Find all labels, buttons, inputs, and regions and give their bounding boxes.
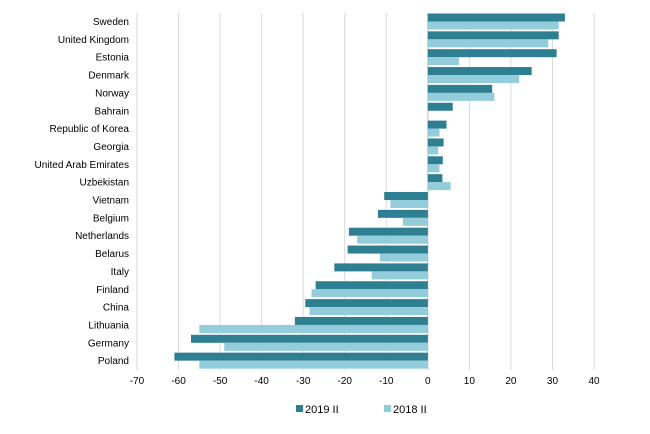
category-label: Bahrain xyxy=(95,106,129,117)
bar-series-2 xyxy=(427,128,440,137)
bar-series-1 xyxy=(427,102,453,111)
bar-series-2 xyxy=(199,360,428,369)
bar-series-1 xyxy=(191,334,428,343)
x-tick-label: 10 xyxy=(464,376,476,387)
x-tick-label: 40 xyxy=(588,376,600,387)
category-label: Norway xyxy=(95,88,129,99)
category-label: United Arab Emirates xyxy=(35,160,130,171)
bar-series-2 xyxy=(309,307,428,316)
bar-series-1 xyxy=(315,281,428,290)
category-label: Vietnam xyxy=(92,196,129,207)
bar-series-1 xyxy=(347,245,428,254)
x-tick-label: -60 xyxy=(171,376,186,387)
bar-series-2 xyxy=(427,92,495,101)
bar-series-2 xyxy=(427,75,520,84)
grid-lines xyxy=(136,13,595,370)
bar-series-1 xyxy=(427,120,447,129)
x-axis-tick-labels: -70 -60 -50 -40 -30 -20 -10 0 10 20 30 40 xyxy=(130,376,600,387)
bar-series-2 xyxy=(311,289,428,298)
legend-label: 2018 II xyxy=(393,404,427,416)
category-label: Denmark xyxy=(88,71,130,82)
bar-series-1 xyxy=(294,316,428,325)
category-label: Italy xyxy=(111,267,129,278)
bar-series-1 xyxy=(427,31,559,40)
bar-series-2 xyxy=(427,57,459,66)
bar-series-2 xyxy=(380,253,428,262)
legend-swatch xyxy=(296,405,303,412)
category-labels: Sweden United Kingdom Estonia Denmark Norway… xyxy=(35,17,130,367)
legend-swatch xyxy=(384,405,391,412)
category-label: Estonia xyxy=(96,53,130,64)
bar-series-2 xyxy=(224,342,428,351)
x-tick-label: 30 xyxy=(547,376,559,387)
category-label: Sweden xyxy=(93,17,129,28)
bar-series-1 xyxy=(348,227,428,236)
bar-series-2 xyxy=(427,164,440,173)
category-label: Finland xyxy=(96,285,129,296)
category-label: Belarus xyxy=(95,249,129,260)
category-label: Poland xyxy=(98,356,129,367)
bar-series-2 xyxy=(390,200,428,208)
bar-series-1 xyxy=(174,352,428,361)
bar-series-2 xyxy=(427,182,451,191)
bar-series-1 xyxy=(427,13,565,22)
bar-series-2 xyxy=(357,235,428,244)
category-label: Netherlands xyxy=(75,231,129,242)
bar-series-1 xyxy=(427,174,443,183)
bar-series-1 xyxy=(427,49,557,58)
legend: 2019 II 2018 II xyxy=(296,404,427,416)
bar-series-2 xyxy=(427,21,559,30)
category-label: Belgium xyxy=(93,213,129,224)
category-label: Georgia xyxy=(93,142,129,153)
bar-series-2 xyxy=(427,39,549,48)
x-tick-label: 20 xyxy=(505,376,517,387)
x-tick-label: -30 xyxy=(296,376,311,387)
bar-series-2 xyxy=(199,324,428,333)
category-label: Lithuania xyxy=(88,320,129,331)
x-tick-label: -50 xyxy=(213,376,228,387)
bar-series-2 xyxy=(371,271,428,280)
bar-series-1 xyxy=(384,192,428,200)
bar-series-2 xyxy=(427,146,439,155)
category-label: Uzbekistan xyxy=(80,178,129,189)
x-tick-label: -10 xyxy=(379,376,394,387)
x-tick-label: -70 xyxy=(130,376,145,387)
bar-series-1 xyxy=(305,299,428,308)
bar-series-1 xyxy=(427,67,532,76)
bar-series-1 xyxy=(427,84,493,93)
bar-series-1 xyxy=(427,138,444,147)
x-tick-label: 0 xyxy=(425,376,431,387)
category-label: United Kingdom xyxy=(58,35,129,46)
bar-series-2 xyxy=(402,217,428,226)
x-tick-label: -20 xyxy=(338,376,353,387)
bars xyxy=(174,13,565,369)
category-label: Republic of Korea xyxy=(50,124,130,135)
category-label: China xyxy=(103,303,130,314)
legend-label: 2019 II xyxy=(305,404,339,416)
bar-series-1 xyxy=(427,156,443,165)
x-tick-label: -40 xyxy=(254,376,269,387)
category-label: Germany xyxy=(88,338,129,349)
bar-series-1 xyxy=(334,263,428,272)
bar-series-1 xyxy=(377,209,428,218)
